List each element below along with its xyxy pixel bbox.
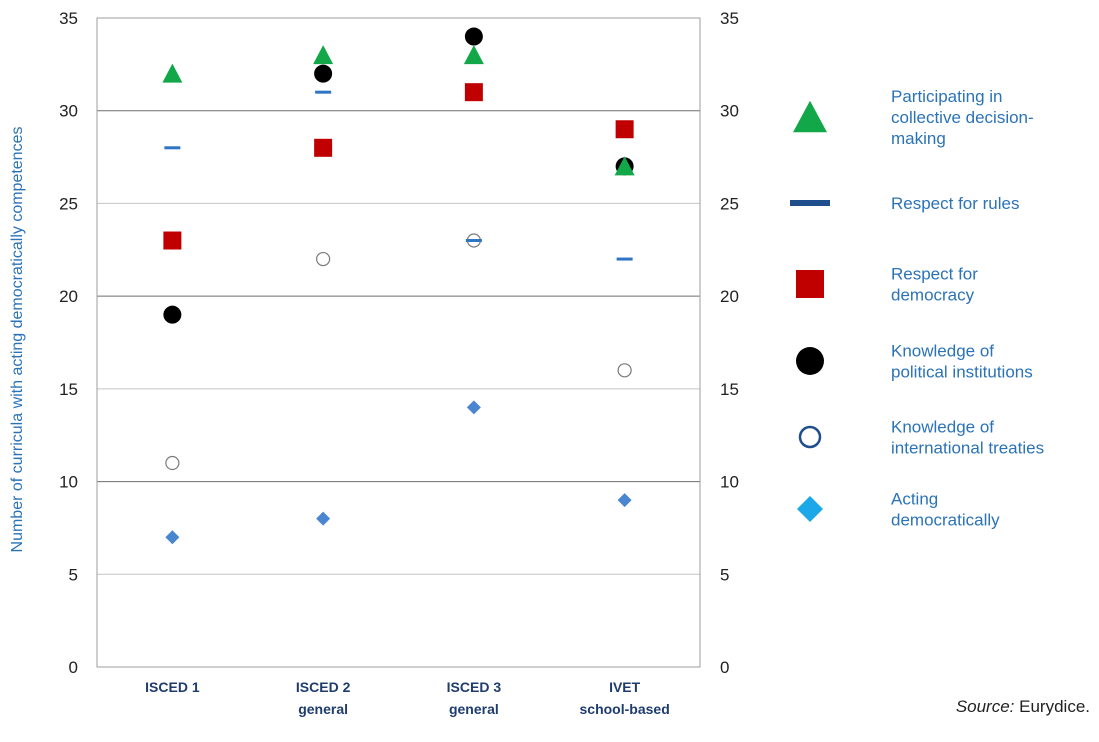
- data-point: [616, 257, 633, 261]
- data-point: [314, 64, 333, 83]
- legend-label: Acting democratically: [891, 490, 1000, 530]
- data-point: [163, 231, 182, 250]
- legend-marker: [790, 200, 830, 206]
- legend-marker: [793, 100, 827, 133]
- data-point: [163, 305, 182, 324]
- y-tick-label: 10: [59, 473, 78, 492]
- legend-item: Respect for democracy: [796, 265, 978, 305]
- legend: Participating in collective decision-maki…: [790, 87, 1044, 530]
- grid: [97, 17, 700, 668]
- y-tick-label: 10: [720, 473, 739, 492]
- series-triangle: [162, 45, 635, 176]
- source-label: Source:: [956, 697, 1015, 716]
- y-tick-label: 0: [69, 658, 78, 677]
- data-point: [466, 400, 481, 415]
- series-square: [163, 83, 634, 250]
- series-circle-filled: [163, 27, 634, 324]
- legend-item: Knowledge of political institutions: [796, 342, 1033, 382]
- legend-item: Participating in collective decision-maki…: [793, 87, 1034, 148]
- x-tick-label: ISCED 1: [145, 679, 200, 695]
- y-tick-label: 30: [720, 102, 739, 121]
- x-tick-label: ISCED 3 general: [447, 679, 502, 717]
- legend-item: Respect for rules: [790, 194, 1020, 213]
- data-point: [314, 138, 333, 157]
- data-point: [164, 146, 181, 150]
- data-point: [617, 363, 632, 378]
- y-tick-label: 30: [59, 102, 78, 121]
- legend-label: Respect for rules: [891, 194, 1020, 213]
- data-point: [615, 120, 634, 139]
- y-axis-label: Number of curricula with acting democrat…: [9, 127, 26, 553]
- data-point: [464, 27, 483, 46]
- y-tick-label: 35: [59, 9, 78, 28]
- legend-label: Knowledge of political institutions: [891, 342, 1033, 382]
- y-tick-label: 15: [59, 380, 78, 399]
- legend-marker: [796, 347, 824, 375]
- y-axis-right: 0 5 10 15 20 25 30 35: [720, 9, 739, 677]
- y-tick-label: 35: [720, 9, 739, 28]
- x-axis-categories: ISCED 1 ISCED 2 general ISCED 3 general IVET s…: [145, 679, 670, 717]
- series-circle-open: [165, 233, 632, 471]
- legend-marker: [797, 496, 823, 522]
- x-tick-label: ISCED 2 general: [296, 679, 351, 717]
- legend-label: Participating in collective decision-maki…: [891, 87, 1034, 148]
- data-point: [165, 455, 180, 471]
- legend-label: Respect for democracy: [891, 265, 978, 305]
- legend-marker: [798, 425, 822, 449]
- data-point: [313, 45, 334, 65]
- plot-area: [96, 17, 701, 668]
- y-tick-label: 5: [720, 565, 729, 584]
- y-axis-left: 0 5 10 15 20 25 30 35: [59, 9, 78, 677]
- data-point: [316, 511, 331, 526]
- legend-label: Knowledge of international treaties: [891, 418, 1044, 458]
- y-tick-label: 20: [59, 287, 78, 306]
- data-point: [614, 156, 635, 176]
- data-marks: [162, 27, 635, 545]
- data-point: [165, 530, 180, 545]
- source-note: Source: Eurydice.: [956, 697, 1090, 716]
- data-point: [162, 63, 183, 83]
- legend-marker: [796, 270, 824, 298]
- y-tick-label: 15: [720, 380, 739, 399]
- data-point: [464, 83, 483, 102]
- data-point: [316, 251, 331, 267]
- y-tick-label: 20: [720, 287, 739, 306]
- data-point: [463, 45, 484, 65]
- y-tick-label: 25: [720, 194, 739, 213]
- data-point: [465, 239, 482, 243]
- x-tick-label: IVET school-based: [580, 679, 670, 717]
- legend-item: Knowledge of international treaties: [798, 418, 1044, 458]
- y-tick-label: 5: [69, 565, 78, 584]
- data-point: [315, 90, 332, 94]
- series-dash: [164, 90, 633, 261]
- legend-item: Acting democratically: [797, 490, 1000, 530]
- source-text: Eurydice.: [1014, 697, 1090, 716]
- data-point: [617, 493, 632, 508]
- series-diamond: [165, 400, 632, 545]
- y-tick-label: 25: [59, 194, 78, 213]
- y-tick-label: 0: [720, 658, 729, 677]
